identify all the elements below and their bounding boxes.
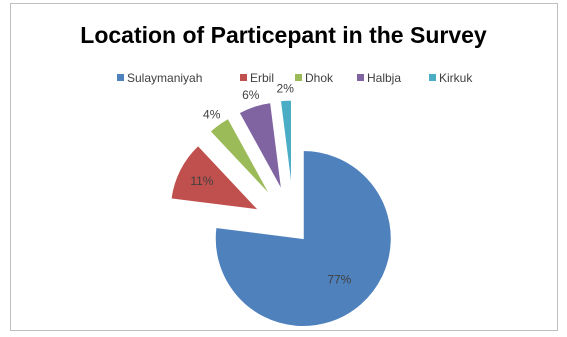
data-label-kirkuk: 2% — [277, 81, 295, 95]
legend-swatch-dhok — [295, 74, 302, 81]
legend-label-kirkuk: Kirkuk — [439, 71, 473, 85]
pie-slice-sulaymaniyah — [214, 150, 392, 327]
data-label-sulaymaniyah: 77% — [327, 272, 351, 286]
legend-label-sulaymaniyah: Sulaymaniyah — [127, 71, 202, 85]
data-label-halbja: 6% — [242, 88, 260, 102]
legend-swatch-kirkuk — [429, 74, 436, 81]
pie-slice-dhok — [209, 117, 271, 196]
legend-swatch-halbja — [357, 74, 364, 81]
legend-label-halbja: Halbja — [367, 71, 401, 85]
chart-title: Location of Particepant in the Survey — [80, 22, 487, 48]
legend-swatch-sulaymaniyah — [117, 74, 124, 81]
data-labels: 77% 11% 4% 6% 2% — [190, 81, 351, 286]
pie-slice-kirkuk — [279, 99, 292, 189]
data-label-dhok: 4% — [203, 108, 221, 122]
legend: Sulaymaniyah Erbil Dhok Halbja Kirkuk — [117, 71, 473, 85]
pie-slice-erbil — [170, 144, 260, 211]
legend-swatch-erbil — [240, 74, 247, 81]
legend-label-erbil: Erbil — [250, 71, 274, 85]
pie-slice-halbja — [238, 102, 283, 191]
legend-label-dhok: Dhok — [305, 71, 334, 85]
data-label-erbil: 11% — [190, 174, 213, 188]
pie-slices — [170, 99, 392, 327]
